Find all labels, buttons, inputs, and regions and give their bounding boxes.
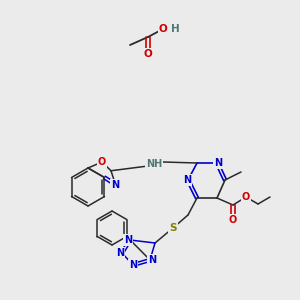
- Text: O: O: [159, 24, 167, 34]
- Text: N: N: [183, 175, 191, 185]
- Text: N: N: [214, 158, 222, 168]
- Text: O: O: [229, 215, 237, 225]
- Text: NH: NH: [146, 159, 162, 169]
- Text: N: N: [116, 248, 124, 258]
- Text: N: N: [148, 255, 156, 265]
- Text: O: O: [144, 49, 152, 59]
- Text: N: N: [129, 260, 137, 270]
- Text: N: N: [124, 235, 132, 245]
- Text: N: N: [111, 179, 119, 190]
- Text: S: S: [169, 223, 177, 233]
- Text: O: O: [98, 157, 106, 167]
- Text: H: H: [171, 24, 179, 34]
- Text: O: O: [242, 192, 250, 202]
